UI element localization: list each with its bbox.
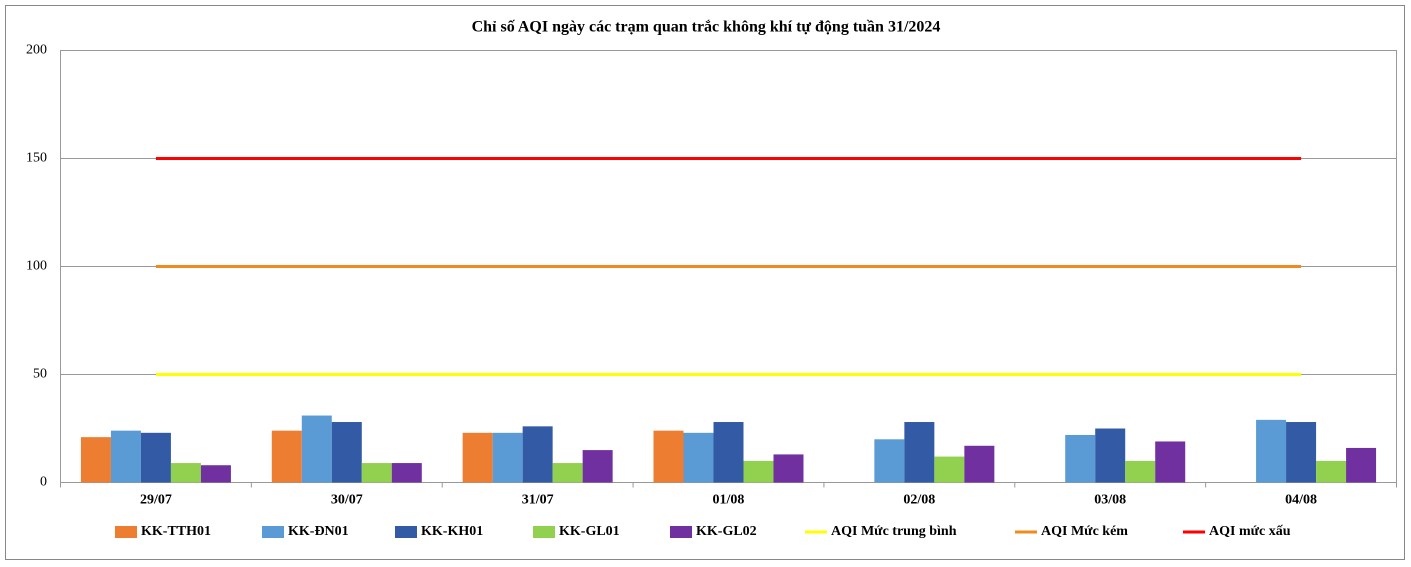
x-tick-label: 02/08 bbox=[903, 493, 935, 508]
bar bbox=[552, 463, 583, 483]
bar bbox=[80, 437, 111, 483]
bar bbox=[773, 454, 804, 483]
legend-swatch bbox=[670, 526, 692, 538]
bar bbox=[200, 465, 231, 483]
legend-swatch bbox=[533, 526, 555, 538]
x-tick-label: 29/07 bbox=[140, 493, 172, 508]
bar bbox=[271, 430, 302, 483]
bar bbox=[301, 415, 332, 483]
bar bbox=[743, 460, 774, 483]
y-tick-label: 200 bbox=[26, 43, 47, 58]
legend-label: AQI Mức kém bbox=[1041, 524, 1128, 539]
bar bbox=[1316, 460, 1347, 483]
bar bbox=[904, 422, 935, 483]
bar bbox=[964, 445, 995, 483]
bar bbox=[934, 456, 965, 483]
bar bbox=[683, 432, 714, 483]
bar bbox=[874, 439, 905, 483]
bar bbox=[1346, 447, 1377, 483]
y-tick-label: 0 bbox=[40, 475, 47, 490]
legend-swatch bbox=[115, 526, 137, 538]
bar bbox=[653, 430, 684, 483]
bar bbox=[522, 426, 553, 483]
bar bbox=[361, 463, 392, 483]
bar bbox=[1286, 422, 1317, 483]
y-tick-label: 100 bbox=[26, 259, 47, 274]
bar bbox=[1095, 428, 1126, 483]
bar bbox=[1155, 441, 1186, 483]
legend-label: KK-GL01 bbox=[559, 524, 620, 539]
legend-label: KK-GL02 bbox=[696, 524, 757, 539]
legend-label: KK-KH01 bbox=[421, 524, 483, 539]
bar bbox=[1256, 419, 1287, 483]
bar bbox=[1125, 460, 1156, 483]
bar bbox=[1065, 434, 1096, 483]
bar bbox=[492, 432, 523, 483]
x-tick-label: 30/07 bbox=[331, 493, 363, 508]
legend-label: AQI Mức trung bình bbox=[831, 524, 957, 539]
legend-label: KK-ĐN01 bbox=[288, 524, 349, 539]
bar bbox=[391, 463, 422, 483]
y-tick-label: 50 bbox=[33, 367, 47, 382]
bar bbox=[170, 463, 201, 483]
bar bbox=[462, 432, 493, 483]
bar bbox=[110, 430, 141, 483]
bar bbox=[331, 422, 362, 483]
legend-label: AQI mức xấu bbox=[1209, 524, 1291, 539]
x-tick-label: 31/07 bbox=[522, 493, 554, 508]
chart-title: Chỉ số AQI ngày các trạm quan trắc không… bbox=[472, 19, 941, 36]
legend-swatch bbox=[262, 526, 284, 538]
legend-swatch bbox=[395, 526, 417, 538]
x-tick-label: 01/08 bbox=[713, 493, 745, 508]
y-tick-label: 150 bbox=[26, 151, 47, 166]
bar bbox=[582, 450, 613, 483]
bar bbox=[713, 422, 744, 483]
x-tick-label: 04/08 bbox=[1285, 493, 1317, 508]
bar bbox=[140, 432, 171, 483]
x-tick-label: 03/08 bbox=[1094, 493, 1126, 508]
legend-label: KK-TTH01 bbox=[141, 524, 211, 539]
